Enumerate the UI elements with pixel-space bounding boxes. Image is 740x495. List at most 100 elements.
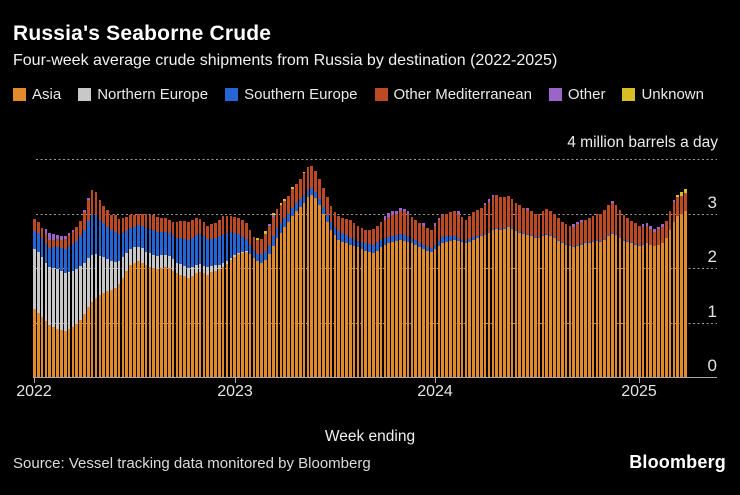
bar-week-114 [472, 212, 475, 377]
segment-asia [110, 289, 113, 377]
segment-asia [206, 274, 210, 377]
segment-southern-europe [348, 237, 352, 246]
segment-southern-europe [549, 235, 552, 237]
bar-week-131 [537, 214, 541, 377]
segment-northern-europe [210, 265, 213, 273]
segment-asia [333, 235, 337, 377]
bar-week-164 [664, 220, 668, 377]
segment-unknown [302, 171, 306, 174]
x-axis-title: Week ending [324, 428, 416, 445]
segment-other-mediterranean [637, 226, 641, 246]
bar-week-94 [395, 210, 398, 377]
segment-southern-europe [503, 227, 506, 229]
bar-week-52 [233, 217, 237, 377]
segment-asia [476, 238, 479, 377]
segment-asia [583, 243, 587, 377]
segment-southern-europe [595, 239, 599, 241]
segment-other-mediterranean [252, 236, 256, 251]
segment-asia [260, 262, 263, 377]
bar-week-154 [626, 217, 630, 377]
segment-unknown [279, 202, 283, 206]
segment-other-mediterranean [90, 190, 94, 215]
segment-other-mediterranean [495, 195, 499, 228]
segment-other-mediterranean [487, 201, 491, 232]
segment-other-mediterranean [672, 202, 676, 222]
segment-asia [426, 250, 429, 377]
segment-southern-europe [40, 237, 44, 258]
segment-asia [171, 270, 175, 377]
bar-week-93 [391, 211, 394, 377]
segment-other [580, 220, 583, 223]
segment-other [83, 209, 86, 213]
segment-asia [129, 265, 132, 377]
segment-other-mediterranean [106, 210, 109, 227]
bar-week-21 [113, 215, 117, 377]
segment-northern-europe [171, 259, 175, 271]
segment-other [491, 195, 495, 198]
bar-week-43 [198, 218, 202, 377]
bar-week-64 [279, 202, 283, 377]
segment-other-mediterranean [379, 222, 383, 240]
segment-other-mediterranean [537, 214, 541, 237]
segment-other-mediterranean [503, 197, 506, 228]
bar-week-153 [622, 214, 626, 377]
segment-southern-europe [483, 233, 487, 236]
y-axis-label-1: 1 [707, 302, 717, 321]
bar-week-13 [83, 209, 86, 377]
segment-other-mediterranean [125, 217, 129, 231]
bar-week-108 [449, 212, 452, 377]
bar-week-158 [641, 224, 645, 377]
segment-southern-europe [541, 235, 545, 237]
segment-southern-europe [287, 213, 290, 222]
segment-other-mediterranean [40, 227, 44, 238]
segment-asia [337, 239, 341, 377]
segment-southern-europe [610, 233, 614, 235]
bar-week-142 [580, 220, 583, 377]
segment-southern-europe [268, 245, 271, 255]
segment-unknown [283, 199, 287, 201]
segment-asia [549, 236, 552, 377]
segment-asia [568, 246, 572, 377]
segment-other [657, 227, 660, 230]
bar-week-12 [79, 221, 82, 377]
segment-asia [217, 269, 221, 377]
segment-other-mediterranean [645, 226, 649, 243]
segment-asia [244, 251, 248, 377]
bar-week-137 [560, 221, 564, 377]
segment-asia [368, 251, 371, 377]
segment-other-mediterranean [360, 228, 364, 243]
segment-asia [680, 213, 683, 377]
segment-other-mediterranean [260, 239, 263, 255]
segment-other-mediterranean [383, 219, 387, 239]
segment-asia [298, 206, 302, 377]
segment-southern-europe [599, 240, 603, 242]
segment-northern-europe [79, 266, 82, 320]
segment-southern-europe [187, 239, 190, 269]
segment-southern-europe [526, 234, 529, 236]
segment-asia [414, 245, 418, 377]
segment-asia [86, 307, 90, 377]
segment-asia [626, 241, 630, 377]
segment-southern-europe [225, 232, 229, 261]
bar-week-11 [75, 227, 79, 377]
segment-asia [237, 254, 240, 377]
segment-southern-europe [125, 230, 129, 253]
segment-asia [383, 245, 387, 377]
segment-northern-europe [75, 269, 79, 324]
segment-southern-europe [33, 230, 36, 249]
segment-southern-europe [622, 239, 626, 241]
bar-week-83 [352, 222, 356, 377]
segment-other [649, 226, 653, 230]
segment-asia [137, 261, 140, 377]
segment-southern-europe [36, 232, 40, 252]
segment-asia [268, 254, 271, 377]
segment-other-mediterranean [110, 214, 113, 230]
segment-asia [603, 239, 606, 377]
segment-asia [649, 245, 653, 377]
segment-asia [495, 228, 499, 377]
segment-southern-europe [198, 234, 202, 265]
segment-asia [672, 221, 676, 377]
bar-week-128 [526, 208, 529, 377]
source-note: Source: Vessel tracking data monitored b… [13, 455, 371, 472]
segment-other-mediterranean [426, 228, 429, 247]
